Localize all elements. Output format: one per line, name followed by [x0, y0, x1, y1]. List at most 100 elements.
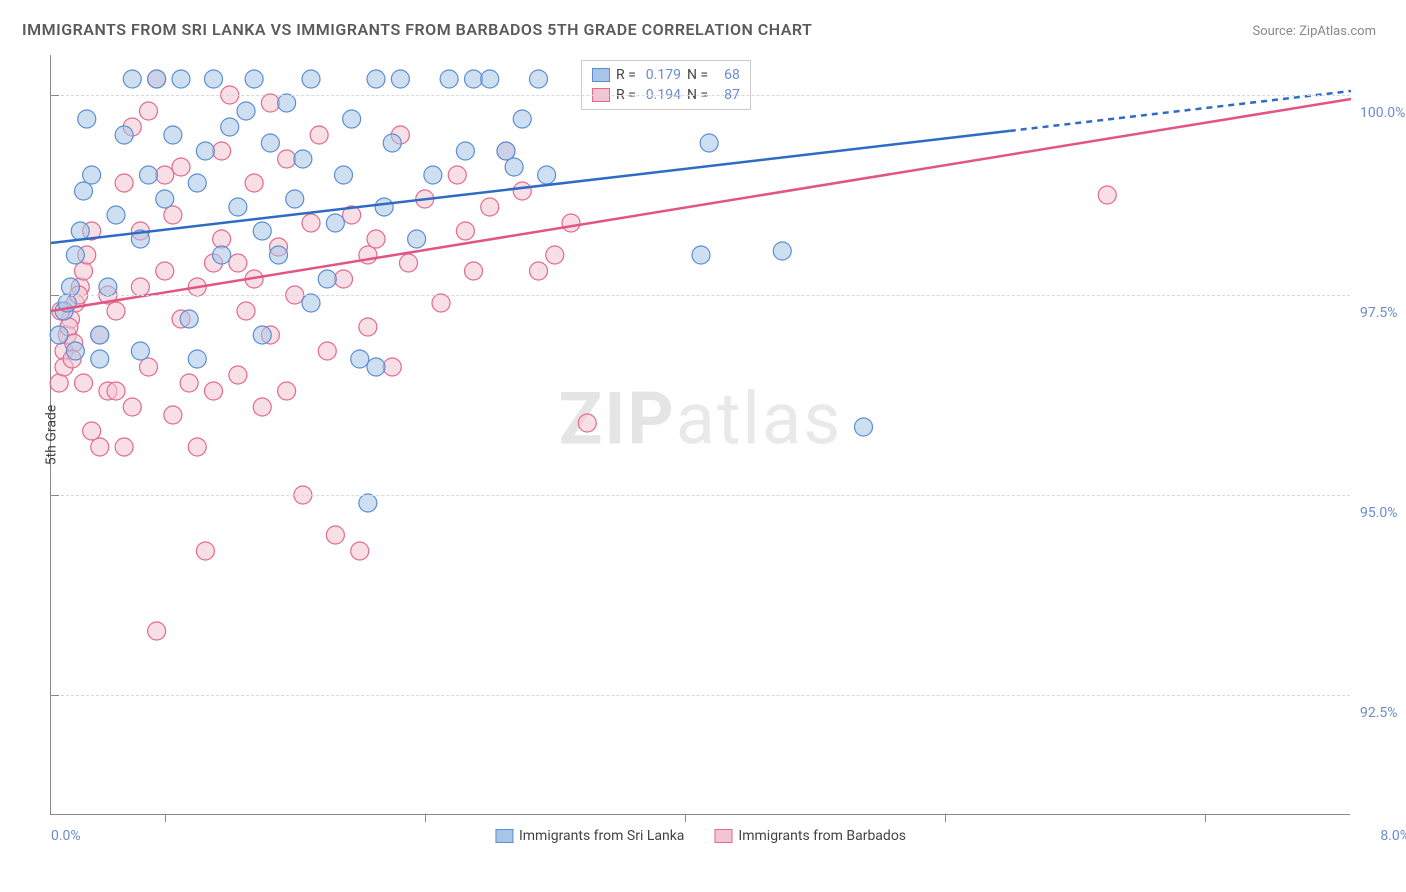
- scatter-point-sri_lanka: [326, 214, 344, 232]
- y-tick-label: 92.5%: [1360, 705, 1406, 721]
- scatter-point-barbados: [318, 342, 336, 360]
- scatter-point-barbados: [400, 254, 418, 272]
- legend-series-label-2: Immigrants from Barbados: [738, 828, 906, 844]
- scatter-point-barbados: [562, 214, 580, 232]
- scatter-point-sri_lanka: [855, 418, 873, 436]
- scatter-point-barbados: [213, 230, 231, 248]
- y-tick: [51, 295, 59, 296]
- scatter-point-sri_lanka: [773, 242, 791, 260]
- chart-plot-area: 5th Grade ZIPatlas R = 0.179 N = 68 R = …: [50, 55, 1350, 815]
- legend-series-label-1: Immigrants from Sri Lanka: [519, 828, 684, 844]
- scatter-point-sri_lanka: [237, 102, 255, 120]
- scatter-point-barbados: [180, 374, 198, 392]
- scatter-point-barbados: [140, 358, 158, 376]
- scatter-point-sri_lanka: [692, 246, 710, 264]
- scatter-point-barbados: [50, 374, 68, 392]
- scatter-point-barbados: [229, 254, 247, 272]
- legend-swatch-1: [592, 68, 610, 82]
- x-tick: [685, 814, 686, 822]
- x-axis-max-label: 8.0%: [1380, 828, 1406, 844]
- scatter-point-sri_lanka: [700, 134, 718, 152]
- legend-stats-row-1: R = 0.179 N = 68: [592, 65, 740, 85]
- scatter-point-barbados: [367, 230, 385, 248]
- scatter-point-sri_lanka: [123, 70, 141, 88]
- scatter-point-barbados: [456, 222, 474, 240]
- scatter-point-sri_lanka: [66, 342, 84, 360]
- gridline-h: [51, 295, 1350, 296]
- scatter-point-barbados: [359, 318, 377, 336]
- y-tick-label: 95.0%: [1360, 505, 1406, 521]
- scatter-point-sri_lanka: [286, 190, 304, 208]
- scatter-point-barbados: [213, 142, 231, 160]
- legend-n-value-1: 68: [724, 67, 740, 83]
- scatter-point-sri_lanka: [456, 142, 474, 160]
- scatter-point-barbados: [205, 382, 223, 400]
- scatter-point-sri_lanka: [513, 110, 531, 128]
- scatter-point-sri_lanka: [115, 126, 133, 144]
- scatter-point-sri_lanka: [383, 134, 401, 152]
- scatter-point-sri_lanka: [302, 294, 320, 312]
- gridline-h: [51, 95, 1350, 96]
- scatter-point-sri_lanka: [140, 166, 158, 184]
- scatter-point-sri_lanka: [343, 110, 361, 128]
- x-tick: [165, 814, 166, 822]
- scatter-point-sri_lanka: [270, 246, 288, 264]
- scatter-point-sri_lanka: [131, 342, 149, 360]
- scatter-point-sri_lanka: [505, 158, 523, 176]
- scatter-point-barbados: [278, 382, 296, 400]
- chart-title: IMMIGRANTS FROM SRI LANKA VS IMMIGRANTS …: [22, 20, 812, 39]
- scatter-point-sri_lanka: [221, 118, 239, 136]
- scatter-point-sri_lanka: [440, 70, 458, 88]
- scatter-point-barbados: [245, 174, 263, 192]
- legend-r-label-1: R =: [616, 67, 636, 83]
- scatter-point-barbados: [326, 526, 344, 544]
- scatter-point-sri_lanka: [188, 350, 206, 368]
- scatter-point-barbados: [164, 206, 182, 224]
- scatter-point-barbados: [164, 406, 182, 424]
- scatter-point-sri_lanka: [245, 70, 263, 88]
- scatter-point-barbados: [1098, 186, 1116, 204]
- scatter-point-sri_lanka: [188, 174, 206, 192]
- y-tick: [51, 695, 59, 696]
- legend-series-swatch-1: [495, 829, 513, 843]
- scatter-point-barbados: [196, 542, 214, 560]
- scatter-point-sri_lanka: [71, 222, 89, 240]
- scatter-point-barbados: [148, 622, 166, 640]
- scatter-point-sri_lanka: [156, 190, 174, 208]
- scatter-point-sri_lanka: [253, 222, 271, 240]
- scatter-point-sri_lanka: [408, 230, 426, 248]
- legend-r-value-1: 0.179: [646, 67, 681, 83]
- scatter-point-sri_lanka: [375, 198, 393, 216]
- scatter-point-barbados: [140, 102, 158, 120]
- scatter-point-barbados: [75, 262, 93, 280]
- scatter-point-sri_lanka: [424, 166, 442, 184]
- scatter-point-sri_lanka: [351, 350, 369, 368]
- scatter-point-sri_lanka: [164, 126, 182, 144]
- scatter-point-barbados: [91, 438, 109, 456]
- x-tick: [1205, 814, 1206, 822]
- x-axis-min-label: 0.0%: [51, 828, 81, 844]
- scatter-point-sri_lanka: [465, 70, 483, 88]
- scatter-point-sri_lanka: [530, 70, 548, 88]
- scatter-point-sri_lanka: [205, 70, 223, 88]
- y-tick-label: 100.0%: [1360, 105, 1406, 121]
- scatter-point-barbados: [530, 262, 548, 280]
- scatter-point-barbados: [302, 214, 320, 232]
- scatter-point-sri_lanka: [172, 70, 190, 88]
- legend-series-box: Immigrants from Sri Lanka Immigrants fro…: [495, 828, 906, 844]
- scatter-point-sri_lanka: [359, 494, 377, 512]
- scatter-point-barbados: [546, 246, 564, 264]
- scatter-point-barbados: [253, 398, 271, 416]
- x-tick: [425, 814, 426, 822]
- scatter-point-barbados: [578, 414, 596, 432]
- scatter-point-barbados: [83, 422, 101, 440]
- source-attribution: Source: ZipAtlas.com: [1252, 24, 1376, 39]
- legend-stats-box: R = 0.179 N = 68 R = 0.194 N = 87: [581, 60, 751, 110]
- scatter-point-barbados: [156, 166, 174, 184]
- scatter-point-sri_lanka: [253, 326, 271, 344]
- scatter-point-sri_lanka: [391, 70, 409, 88]
- scatter-point-barbados: [448, 166, 466, 184]
- x-tick: [945, 814, 946, 822]
- y-tick: [51, 95, 59, 96]
- scatter-point-barbados: [513, 182, 531, 200]
